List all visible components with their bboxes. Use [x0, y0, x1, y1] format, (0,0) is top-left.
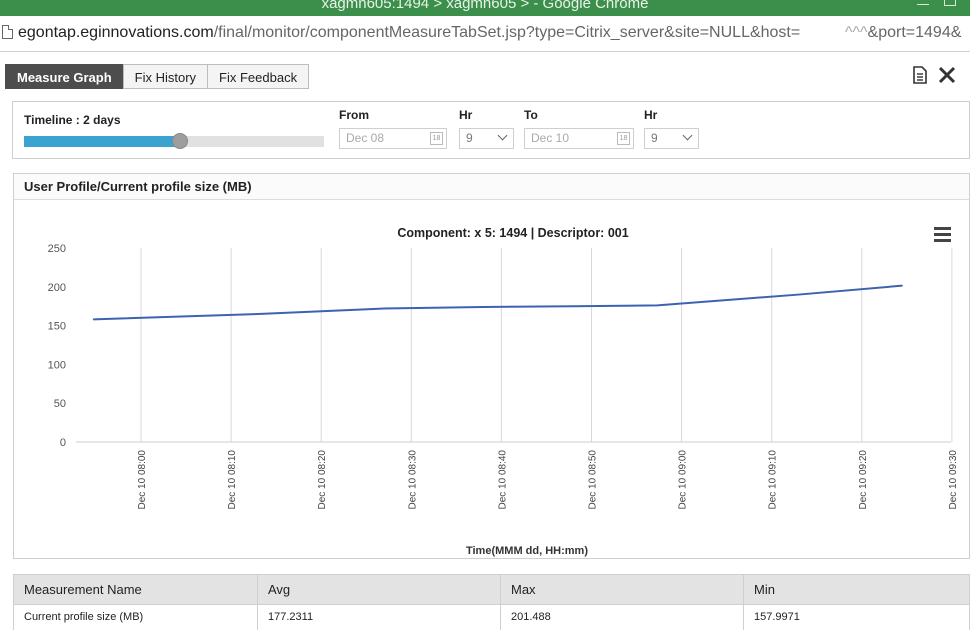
tab-measure-graph[interactable]: Measure Graph: [5, 64, 124, 89]
to-date-value: Dec 10: [531, 131, 570, 145]
window-title: xagmn605:1494 > xagmn605 > - Google Chro…: [321, 0, 649, 12]
window-titlebar: xagmn605:1494 > xagmn605 > - Google Chro…: [0, 0, 970, 16]
x-tick-label: Dec 10 08:40: [497, 450, 508, 510]
document-icon[interactable]: [912, 66, 928, 84]
graph-header: User Profile/Current profile size (MB): [14, 174, 969, 200]
timeline-slider[interactable]: [24, 133, 324, 149]
header-max: Max: [500, 575, 743, 604]
x-tick-label: Dec 10 09:00: [678, 450, 689, 510]
line-chart: Component: x 5: 1494 | Descriptor: 001 0…: [48, 226, 959, 557]
tab-fix-feedback[interactable]: Fix Feedback: [207, 64, 310, 89]
calendar-icon[interactable]: 18: [617, 132, 630, 145]
page-icon: [2, 25, 13, 39]
calendar-icon[interactable]: 18: [430, 132, 443, 145]
filter-panel: Timeline : 2 days From Dec 08 18 Hr 9 To…: [12, 101, 970, 159]
cell-min: 157.9971: [743, 605, 970, 630]
data-point: [92, 318, 94, 320]
header-avg: Avg: [257, 575, 500, 604]
from-label: From: [339, 108, 369, 122]
x-tick-label: Dec 10 08:20: [317, 450, 328, 510]
summary-table: Measurement Name Avg Max Min Current pro…: [13, 574, 970, 630]
data-point: [901, 285, 903, 287]
url-text[interactable]: egontap.eginnovations.com/final/monitor/…: [18, 24, 800, 42]
data-point: [382, 308, 384, 310]
x-tick-label: Dec 10 08:10: [227, 450, 238, 510]
table-row: Current profile size (MB) 177.2311 201.4…: [14, 605, 969, 630]
x-axis-label: Time(MMM dd, HH:mm): [466, 545, 588, 557]
timeline-label: Timeline : 2 days: [24, 113, 121, 127]
from-date-value: Dec 08: [346, 131, 385, 145]
y-tick-label: 50: [54, 398, 66, 410]
x-tick-label: Dec 10 08:50: [588, 450, 599, 510]
x-tick-label: Dec 10 09:30: [948, 450, 959, 510]
from-date-input[interactable]: Dec 08 18: [339, 128, 447, 149]
url-tail: ^^^&port=1494&: [845, 24, 962, 41]
chevron-down-icon: [497, 130, 508, 141]
y-tick-label: 150: [48, 321, 66, 333]
to-hour-value: 9: [651, 131, 658, 145]
y-tick-label: 250: [48, 243, 66, 255]
to-hour-select[interactable]: 9: [644, 128, 699, 149]
header-min: Min: [743, 575, 970, 604]
series-line: [93, 284, 903, 321]
header-measurement-name: Measurement Name: [24, 582, 142, 597]
chevron-down-icon: [682, 130, 693, 141]
y-tick-label: 100: [48, 359, 66, 371]
data-point: [798, 294, 800, 296]
to-date-input[interactable]: Dec 10 18: [524, 128, 634, 149]
maximize-button[interactable]: [944, 0, 956, 6]
from-hour-value: 9: [466, 131, 473, 145]
x-tick-label: Dec 10 08:30: [407, 450, 418, 510]
chart-title: Component: x 5: 1494 | Descriptor: 001: [397, 226, 628, 240]
hamburger-menu-icon[interactable]: [934, 227, 951, 242]
data-point: [257, 313, 259, 315]
url-tail-text: &port=1494&: [867, 24, 962, 41]
cell-avg: 177.2311: [257, 605, 500, 630]
data-point: [572, 305, 574, 307]
address-bar[interactable]: egontap.eginnovations.com/final/monitor/…: [0, 16, 970, 52]
x-tick-label: Dec 10 09:10: [768, 450, 779, 510]
to-label: To: [524, 108, 538, 122]
to-hr-label: Hr: [644, 108, 658, 122]
x-tick-label: Dec 10 09:20: [858, 450, 869, 510]
data-point: [656, 304, 658, 306]
graph-panel: User Profile/Current profile size (MB) C…: [13, 173, 970, 559]
tools-close-icon[interactable]: [937, 66, 957, 84]
x-tick-label: Dec 10 08:00: [137, 450, 148, 510]
tab-bar: Measure Graph Fix History Fix Feedback: [5, 64, 310, 90]
chart-series: [92, 284, 903, 321]
table-header: Measurement Name Avg Max Min: [14, 575, 969, 605]
y-tick-label: 200: [48, 282, 66, 294]
timeline-slider-handle[interactable]: [172, 133, 188, 149]
minimize-button[interactable]: [917, 1, 929, 5]
chart-grid: [140, 248, 953, 442]
from-hr-label: Hr: [459, 108, 473, 122]
cell-measurement-name: Current profile size (MB): [24, 611, 144, 623]
url-host: egontap.eginnovations.com: [18, 24, 214, 41]
chart-axes: 0 50 100 150 200 250 Dec 10 08:00 Dec 10 08:10 D…: [48, 243, 959, 510]
cell-max: 201.488: [500, 605, 743, 630]
url-path: /final/monitor/componentMeasureTabSet.js…: [213, 24, 801, 41]
tab-fix-history[interactable]: Fix History: [122, 64, 209, 89]
data-point: [482, 306, 484, 308]
timeline-slider-fill: [24, 136, 180, 147]
y-tick-label: 0: [60, 437, 66, 449]
from-hour-select[interactable]: 9: [459, 128, 514, 149]
